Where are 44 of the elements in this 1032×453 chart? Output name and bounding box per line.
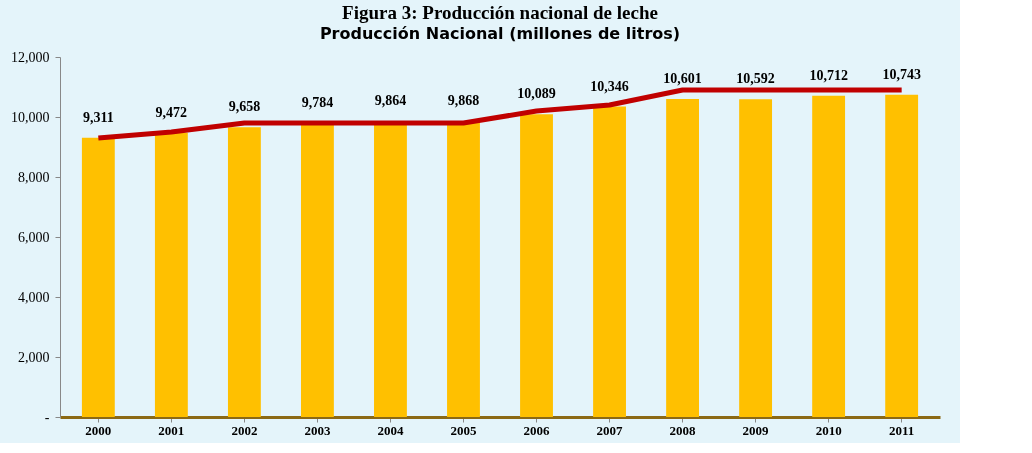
bar [447,120,480,417]
x-tick-label: 2005 [450,422,477,438]
x-tick-label: 2008 [669,422,697,438]
x-tick-label: 2004 [377,422,404,438]
data-label: 9,311 [82,109,114,125]
bar [593,106,626,417]
y-tick-label: 12,000 [11,49,50,65]
data-label: 9,864 [374,93,407,109]
x-tick-label: 2003 [304,422,331,438]
x-tick-label: 2010 [815,422,842,438]
data-label: 9,868 [447,92,480,108]
data-label: 10,089 [517,86,556,102]
x-tick-label: 2011 [889,422,915,438]
data-label: 9,472 [155,104,188,120]
data-label: 10,592 [736,71,775,87]
y-tick-label: 2,000 [18,349,50,365]
bar [812,95,846,417]
bar [739,99,773,417]
bar [227,127,261,417]
bar [885,94,919,417]
y-tick-label: 6,000 [18,229,50,245]
x-tick-label: 2006 [523,422,551,438]
bar [301,123,334,417]
x-tick-label: 2001 [158,422,185,438]
x-tick-label: 2007 [596,422,624,438]
bar [81,137,115,417]
data-label: 9,658 [228,99,261,115]
data-label: 10,601 [663,70,702,86]
bar [154,132,188,417]
y-tick-label: 10,000 [11,109,50,125]
x-tick-label: 2000 [85,422,112,438]
data-label: 10,712 [809,67,848,83]
data-label: 10,346 [590,78,629,94]
y-tick-label: 4,000 [18,289,50,305]
data-label: 10,743 [882,66,921,82]
y-tick-label: 8,000 [18,169,50,185]
data-label: 9,784 [301,95,334,111]
y-tick-label: - [44,409,50,425]
chart-title: Figura 3: Producción nacional de leche [342,2,658,23]
bar [520,114,553,417]
chart-subtitle: Producción Nacional (millones de litros) [319,24,681,43]
x-tick-label: 2009 [742,422,770,438]
x-tick-label: 2002 [231,422,258,438]
bar [666,98,699,417]
